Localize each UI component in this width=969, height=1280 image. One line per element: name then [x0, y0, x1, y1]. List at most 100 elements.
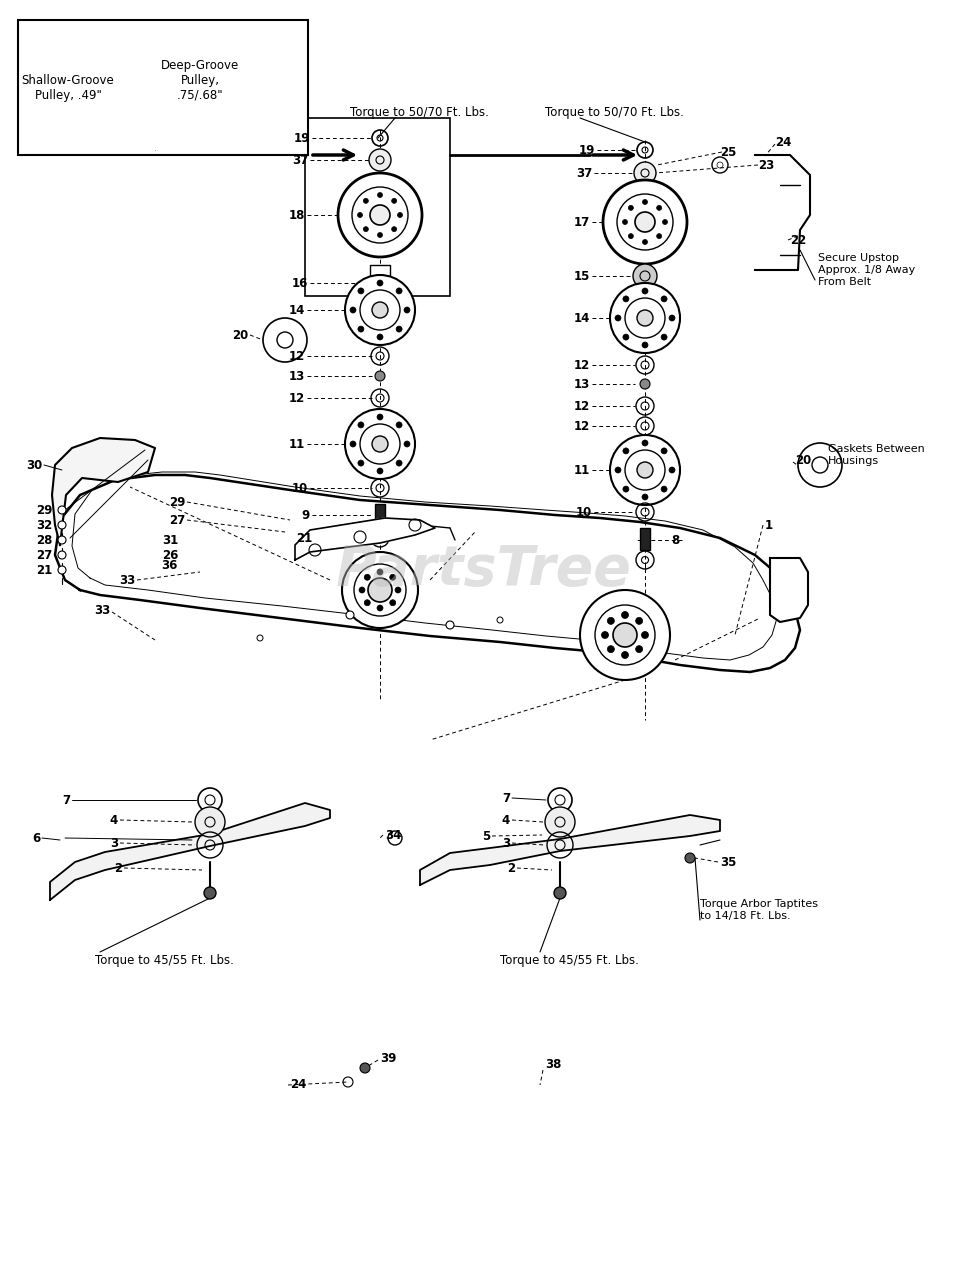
Polygon shape — [52, 438, 155, 545]
Circle shape — [642, 200, 647, 205]
Text: 16: 16 — [292, 276, 308, 289]
Circle shape — [622, 219, 628, 224]
Circle shape — [375, 371, 385, 381]
Text: 19: 19 — [578, 143, 595, 156]
Circle shape — [637, 462, 653, 477]
Text: 10: 10 — [576, 506, 592, 518]
Circle shape — [377, 334, 383, 340]
Text: 32: 32 — [36, 518, 52, 531]
Text: 31: 31 — [162, 534, 178, 547]
Text: 36: 36 — [162, 558, 178, 571]
Circle shape — [377, 468, 383, 474]
Text: 20: 20 — [232, 329, 248, 342]
Circle shape — [395, 588, 401, 593]
Circle shape — [554, 887, 566, 899]
Text: 11: 11 — [289, 438, 305, 451]
Circle shape — [636, 617, 642, 625]
Text: 39: 39 — [380, 1051, 396, 1065]
Text: 5: 5 — [482, 829, 490, 842]
Circle shape — [623, 334, 629, 340]
Text: 7: 7 — [62, 794, 70, 806]
Text: 8: 8 — [672, 534, 680, 547]
Circle shape — [391, 198, 396, 204]
Circle shape — [397, 212, 402, 218]
Circle shape — [642, 440, 648, 445]
Circle shape — [346, 611, 354, 620]
Circle shape — [663, 219, 668, 224]
Text: 24: 24 — [775, 136, 792, 148]
Circle shape — [350, 442, 356, 447]
Circle shape — [396, 326, 402, 332]
Bar — [640, 529, 650, 550]
Circle shape — [358, 288, 364, 294]
Circle shape — [497, 617, 503, 623]
Circle shape — [635, 212, 655, 232]
Text: 28: 28 — [36, 534, 52, 547]
Circle shape — [545, 806, 575, 837]
Text: 2: 2 — [507, 861, 515, 874]
Circle shape — [363, 227, 368, 232]
Circle shape — [391, 227, 396, 232]
Circle shape — [603, 180, 687, 264]
Circle shape — [58, 566, 66, 573]
Circle shape — [661, 334, 667, 340]
Text: Gaskets Between
Housings: Gaskets Between Housings — [828, 444, 924, 466]
Text: Torque to 50/70 Ft. Lbs.: Torque to 50/70 Ft. Lbs. — [545, 105, 684, 119]
Circle shape — [372, 302, 388, 317]
Text: 6: 6 — [32, 832, 40, 845]
Circle shape — [372, 436, 388, 452]
Circle shape — [602, 631, 609, 639]
Circle shape — [390, 600, 395, 605]
Text: Secure Upstop
Approx. 1/8 Away
From Belt: Secure Upstop Approx. 1/8 Away From Belt — [818, 253, 916, 287]
Circle shape — [657, 205, 662, 210]
Polygon shape — [770, 558, 808, 622]
Circle shape — [640, 379, 650, 389]
Text: Shallow-Groove
Pulley, .49": Shallow-Groove Pulley, .49" — [21, 74, 114, 102]
Circle shape — [58, 536, 66, 544]
Text: 12: 12 — [574, 399, 590, 412]
Text: 3: 3 — [109, 837, 118, 850]
Circle shape — [641, 631, 648, 639]
Text: Torque to 45/55 Ft. Lbs.: Torque to 45/55 Ft. Lbs. — [500, 954, 639, 966]
Text: 12: 12 — [289, 349, 305, 362]
Circle shape — [621, 652, 629, 658]
Circle shape — [370, 205, 390, 225]
Circle shape — [377, 570, 383, 575]
Circle shape — [204, 887, 216, 899]
Circle shape — [358, 326, 364, 332]
Circle shape — [342, 552, 418, 628]
Text: 35: 35 — [720, 855, 736, 869]
Circle shape — [669, 315, 675, 321]
Text: 30: 30 — [26, 458, 42, 471]
Text: 33: 33 — [94, 603, 110, 617]
Circle shape — [621, 612, 629, 618]
Circle shape — [608, 645, 614, 653]
Circle shape — [338, 173, 422, 257]
Text: 4: 4 — [109, 814, 118, 827]
Circle shape — [369, 148, 391, 172]
Text: Deep-Groove
Pulley,
.75/.68": Deep-Groove Pulley, .75/.68" — [161, 59, 239, 101]
Text: 20: 20 — [795, 453, 811, 466]
Text: 27: 27 — [169, 513, 185, 526]
Text: 14: 14 — [574, 311, 590, 325]
Circle shape — [396, 422, 402, 428]
Bar — [370, 265, 390, 283]
Circle shape — [634, 163, 656, 184]
Polygon shape — [55, 475, 800, 672]
Circle shape — [608, 617, 614, 625]
Circle shape — [657, 234, 662, 238]
Text: 29: 29 — [36, 503, 52, 517]
Circle shape — [396, 288, 402, 294]
Circle shape — [628, 205, 634, 210]
Text: 17: 17 — [574, 215, 590, 229]
Circle shape — [642, 494, 648, 500]
Circle shape — [364, 575, 370, 580]
Circle shape — [257, 635, 263, 641]
Text: Torque to 45/55 Ft. Lbs.: Torque to 45/55 Ft. Lbs. — [95, 954, 234, 966]
Circle shape — [363, 198, 368, 204]
Bar — [18, 20, 308, 155]
Circle shape — [798, 443, 842, 486]
Circle shape — [368, 579, 392, 602]
Circle shape — [358, 212, 362, 218]
Circle shape — [615, 467, 621, 474]
